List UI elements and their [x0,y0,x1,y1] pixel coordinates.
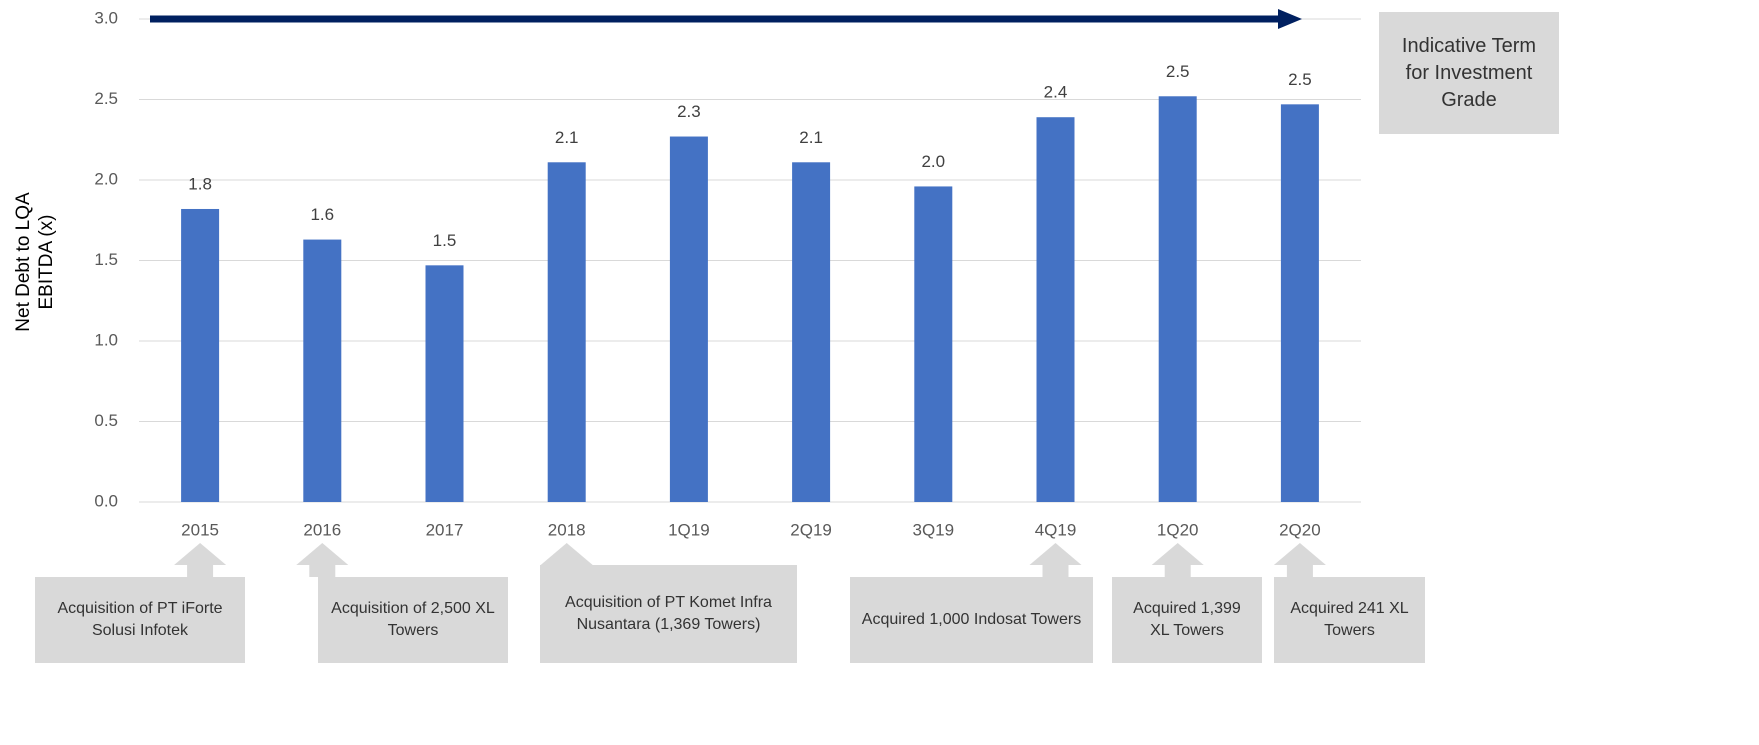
y-tick-label: 1.5 [94,250,118,269]
bar [1158,96,1197,502]
y-axis-label: Net Debt to LQA [13,192,34,332]
bar [914,186,953,502]
data-label: 2.1 [799,128,823,147]
up-arrow [1273,543,1326,577]
bar [303,239,342,502]
x-tick-label: 4Q19 [1035,520,1077,539]
x-tick-label: 2015 [181,520,219,539]
annotation-box: Acquisition of 2,500 XL Towers [318,577,508,663]
y-tick-label: 3.0 [94,8,118,27]
bar [1280,104,1319,502]
data-label: 2.0 [921,152,945,171]
x-tick-label: 3Q19 [913,520,955,539]
x-tick-label: 2016 [303,520,341,539]
y-tick-label: 0.0 [94,491,118,510]
up-arrow [174,543,227,577]
annotation-box: Acquisition of PT iForte Solusi Infotek [35,577,245,663]
x-tick-label: 2017 [426,520,464,539]
x-tick-label: 2018 [548,520,586,539]
up-arrow [1029,543,1082,577]
data-label: 1.6 [310,205,334,224]
annotation-box: Acquired 1,000 Indosat Towers [850,577,1093,663]
annotation-box: Acquisition of PT Komet Infra Nusantara … [540,565,797,663]
x-tick-label: 2Q20 [1279,520,1321,539]
bar [181,208,220,503]
y-axis-label: EBITDA (x) [36,214,57,309]
up-arrow [1151,543,1204,577]
annotation-box: Acquired 1,399 XL Towers [1112,577,1262,663]
arrow-head [1278,9,1302,29]
up-arrow [540,543,593,565]
data-label: 2.5 [1288,70,1312,89]
y-tick-label: 1.0 [94,330,118,349]
data-label: 1.5 [433,231,457,250]
data-label: 2.4 [1044,83,1068,102]
bar [425,265,464,502]
data-label: 2.5 [1166,62,1190,81]
bar [669,136,708,502]
bar [1036,117,1075,503]
y-tick-label: 0.5 [94,411,118,430]
bar [792,162,831,503]
data-label: 2.1 [555,128,579,147]
x-tick-label: 1Q19 [668,520,710,539]
up-arrow [296,543,349,577]
bar [547,162,586,503]
data-label: 2.3 [677,102,701,121]
target-label: Indicative Term for Investment Grade [1379,12,1559,134]
y-tick-label: 2.0 [94,169,118,188]
y-tick-label: 2.5 [94,89,118,108]
annotation-box: Acquired 241 XL Towers [1274,577,1425,663]
x-tick-label: 1Q20 [1157,520,1199,539]
x-tick-label: 2Q19 [790,520,832,539]
data-label: 1.8 [188,174,212,193]
